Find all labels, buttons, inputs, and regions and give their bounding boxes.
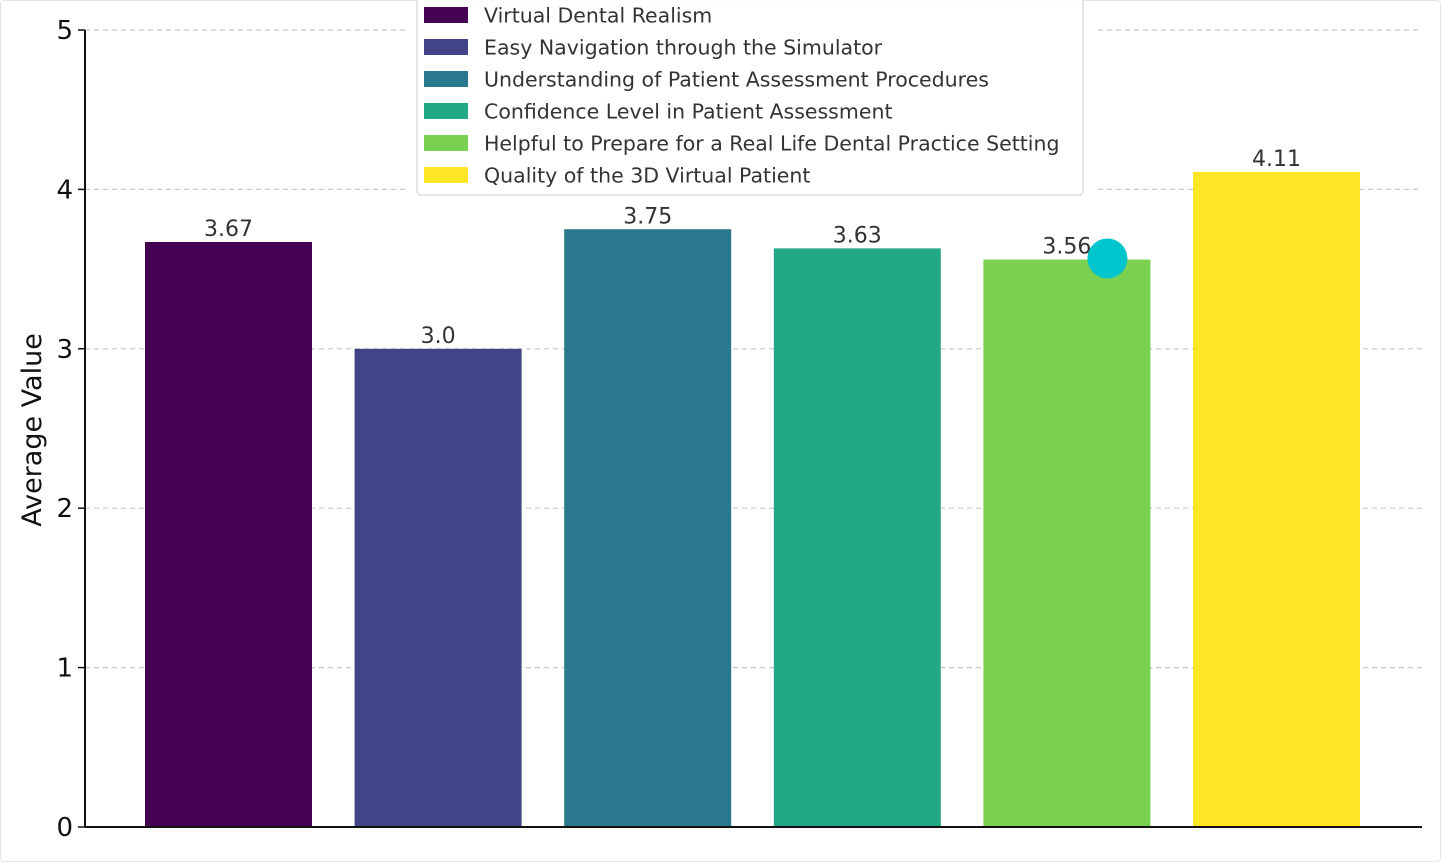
- bar-value-label: 3.67: [204, 217, 253, 242]
- y-tick-label: 1: [56, 654, 73, 684]
- legend-entry: Quality of the 3D Virtual Patient: [484, 164, 810, 188]
- legend-swatch: [424, 7, 468, 23]
- bar: [1193, 171, 1360, 828]
- y-axis-title: Average Value: [17, 333, 48, 527]
- bar-value-labels: 3.67 3.0 3.75 3.63 3.56 4.11: [204, 147, 1301, 349]
- legend-swatch: [424, 71, 468, 87]
- bars: [145, 171, 1360, 828]
- axes: 0 1 2 3 4 5: [56, 16, 1422, 843]
- y-tick-label: 5: [56, 16, 73, 46]
- y-tick-label: 0: [56, 813, 73, 843]
- legend-entry: Understanding of Patient Assessment Proc…: [484, 68, 989, 92]
- bar: [564, 229, 732, 827]
- legend-entry: Helpful to Prepare for a Real Life Denta…: [484, 132, 1059, 156]
- legend-swatch: [424, 135, 468, 151]
- legend-box: [416, 0, 1084, 196]
- legend: Virtual Dental Realism Easy Navigation th…: [416, 0, 1084, 196]
- legend-entry: Easy Navigation through the Simulator: [484, 36, 883, 60]
- y-tick-label: 3: [56, 335, 73, 365]
- bar-value-label: 3.63: [833, 223, 882, 248]
- legend-entry: Confidence Level in Patient Assessment: [484, 100, 892, 124]
- bar-value-label: 3.0: [421, 324, 456, 349]
- highlight-dot: [1087, 238, 1128, 279]
- bar-value-label: 3.56: [1042, 235, 1091, 260]
- bar-value-label: 3.75: [623, 204, 672, 229]
- bar: [145, 242, 312, 827]
- y-tick-label: 2: [56, 494, 73, 524]
- highlight-marker: [1087, 238, 1128, 279]
- bar: [773, 248, 941, 828]
- grid-lines: [85, 29, 1422, 669]
- y-tick-label: 4: [56, 175, 73, 205]
- bar: [354, 348, 522, 827]
- legend-swatch: [424, 103, 468, 119]
- bar: [983, 259, 1151, 827]
- legend-swatch: [424, 39, 468, 55]
- legend-entry: Virtual Dental Realism: [484, 4, 712, 28]
- bar-value-label: 4.11: [1252, 147, 1301, 172]
- legend-swatch: [424, 167, 468, 183]
